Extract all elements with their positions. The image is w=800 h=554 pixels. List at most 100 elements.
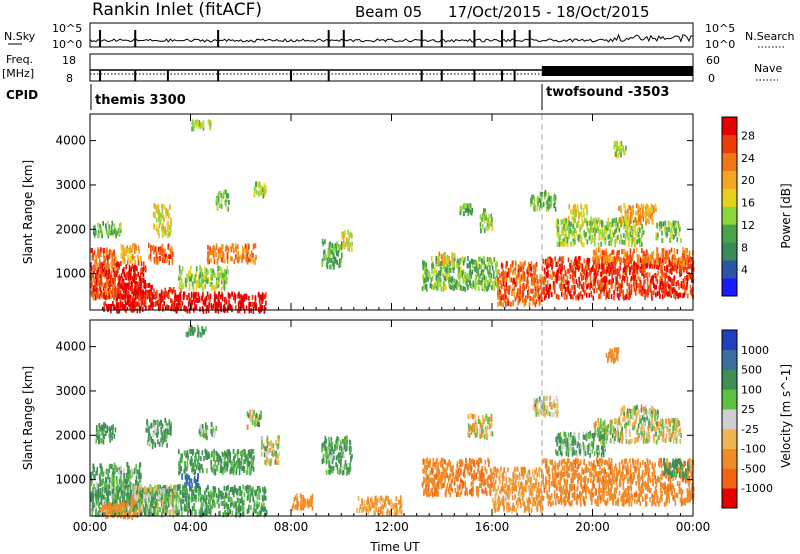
data-cell [209, 125, 212, 131]
data-cell [632, 281, 635, 287]
data-cell [593, 288, 596, 294]
data-cell [179, 497, 182, 503]
data-cell [640, 203, 643, 209]
data-cell [122, 245, 125, 251]
data-cell [646, 204, 648, 210]
data-cell [486, 221, 489, 227]
data-cell [683, 278, 686, 284]
data-cell [430, 277, 433, 283]
data-cell [551, 292, 553, 298]
data-cell [587, 282, 590, 288]
data-cell [95, 291, 97, 297]
data-cell [454, 256, 456, 262]
data-cell [544, 258, 547, 264]
data-cell [241, 511, 244, 517]
data-cell [439, 271, 441, 277]
data-cell [263, 308, 266, 314]
data-cell [120, 283, 123, 289]
data-cell [597, 255, 599, 261]
data-cell [256, 485, 259, 491]
data-cell [446, 275, 449, 280]
data-cell [516, 274, 518, 280]
data-cell [232, 243, 234, 249]
data-cell [567, 285, 569, 291]
data-cell [614, 257, 617, 263]
data-cell [539, 299, 541, 305]
data-cell [138, 281, 140, 287]
data-cell [99, 258, 101, 264]
colorbar-swatch [722, 242, 737, 261]
data-cell [527, 293, 529, 299]
data-cell [493, 257, 496, 263]
data-cell [653, 263, 656, 269]
data-cell [572, 223, 574, 229]
data-cell [504, 288, 506, 294]
nsearch-label: N.Search [745, 30, 795, 43]
data-cell [116, 261, 118, 267]
data-cell [599, 280, 601, 286]
data-cell [439, 281, 442, 287]
data-cell [682, 247, 684, 252]
data-cell [642, 288, 645, 294]
data-cell [225, 244, 228, 250]
data-cell [470, 210, 473, 216]
nsky-trace [89, 30, 694, 47]
data-cell [659, 226, 661, 232]
data-cell [123, 251, 126, 257]
data-cell [265, 185, 267, 190]
data-cell [473, 266, 476, 272]
data-cell [629, 216, 631, 222]
data-cell [192, 283, 195, 289]
data-cell [435, 276, 438, 282]
data-cell [201, 501, 203, 507]
data-cell [231, 256, 233, 262]
data-cell [431, 262, 433, 268]
data-cell [559, 234, 561, 240]
data-cell [641, 248, 643, 254]
data-cell [195, 279, 198, 285]
data-cell [106, 500, 108, 506]
data-cell [593, 270, 595, 276]
data-cell [136, 290, 138, 296]
data-cell [207, 484, 209, 490]
data-cell [652, 259, 655, 265]
data-cell [471, 284, 474, 290]
data-cell [478, 263, 481, 269]
data-cell [669, 284, 671, 290]
data-cell [663, 272, 665, 278]
data-cell [690, 287, 692, 293]
data-cell [153, 294, 155, 299]
data-cell [195, 511, 197, 517]
data-cell [642, 206, 644, 212]
data-cell [164, 248, 166, 254]
data-cell [607, 222, 609, 228]
data-cell [586, 210, 588, 216]
data-cell [464, 207, 467, 213]
data-cell [568, 230, 571, 236]
data-cell [133, 297, 136, 303]
data-cell [643, 273, 645, 279]
data-cell [517, 300, 519, 306]
data-cell [340, 253, 343, 259]
data-cell [532, 270, 535, 275]
data-cell [133, 503, 135, 509]
data-cell [334, 243, 336, 248]
data-cell [159, 213, 162, 218]
data-cell [248, 306, 250, 312]
data-cell [637, 214, 640, 220]
data-cell [197, 280, 199, 286]
data-cell [167, 243, 170, 249]
data-cell [510, 301, 512, 307]
data-cell [683, 292, 685, 298]
freq-trace [90, 66, 693, 81]
data-cell [619, 258, 622, 264]
data-cell [119, 284, 121, 290]
data-cell [537, 195, 539, 201]
data-cell [678, 231, 680, 237]
data-cell [673, 293, 675, 298]
data-cell [590, 292, 593, 298]
data-cell [463, 257, 466, 263]
data-cell [110, 225, 113, 231]
data-cell [641, 213, 643, 219]
data-cell [170, 306, 172, 312]
